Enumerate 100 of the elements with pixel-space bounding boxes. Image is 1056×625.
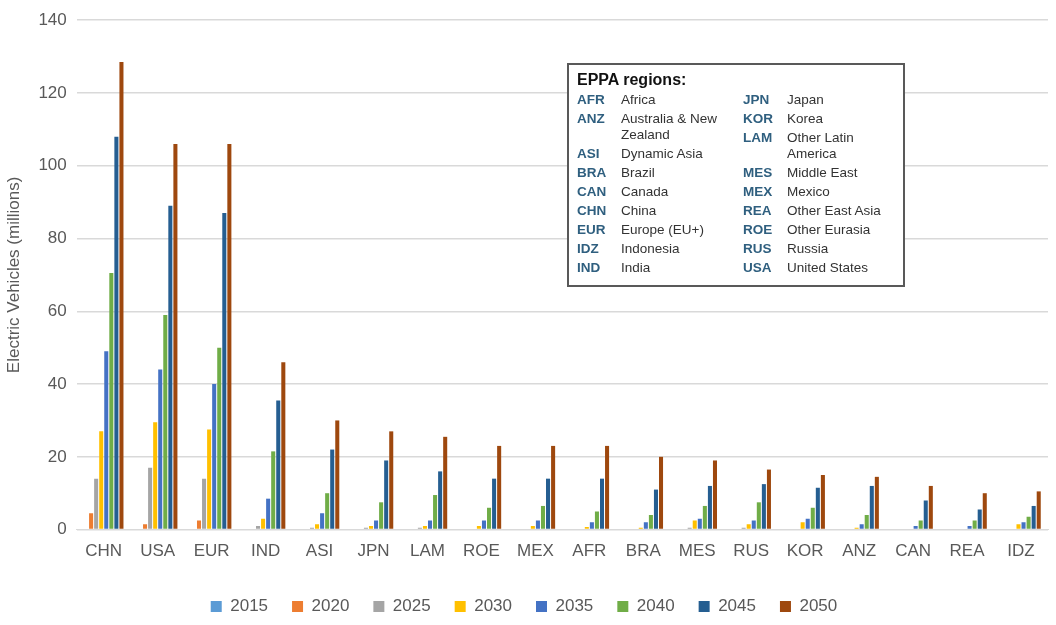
- bar: [427, 520, 433, 529]
- bar: [276, 400, 281, 529]
- bar: [551, 445, 556, 529]
- bar: [443, 436, 448, 529]
- bar: [546, 478, 551, 529]
- bar: [751, 520, 756, 529]
- bar: [815, 487, 820, 529]
- y-tick-label: 100: [38, 155, 67, 175]
- bar: [820, 475, 825, 529]
- bar: [766, 469, 771, 529]
- bar: [143, 524, 148, 529]
- bar: [761, 484, 766, 529]
- x-tick-label: RUS: [733, 541, 770, 561]
- bar: [227, 143, 232, 529]
- legend-label: 2035: [555, 596, 594, 616]
- x-tick-label: MEX: [516, 541, 554, 561]
- bar: [168, 205, 173, 529]
- bar: [599, 478, 605, 529]
- bar: [330, 449, 335, 529]
- annotation: EPPA regions:: [577, 71, 688, 89]
- bar: [379, 502, 384, 529]
- bar: [374, 520, 379, 529]
- x-tick-label: JPN: [357, 541, 390, 561]
- legend-label: 2045: [718, 596, 756, 616]
- text: IDZ Indonesia: [577, 241, 680, 256]
- bar: [207, 429, 212, 529]
- bar: [605, 445, 610, 529]
- bar: [261, 518, 266, 529]
- bar: [972, 520, 977, 529]
- annotation: CHN China: [577, 203, 658, 219]
- bar: [702, 505, 707, 529]
- bar: [913, 525, 918, 529]
- bar: [810, 507, 815, 529]
- text: JPN Japan: [743, 92, 824, 107]
- bar: [800, 522, 805, 529]
- legend-label: 2030: [474, 596, 513, 616]
- bar: [384, 460, 389, 529]
- text: ANZ Australia & New Zealand: [577, 111, 718, 142]
- bar: [163, 314, 168, 529]
- bar: [202, 478, 207, 529]
- x-tick-label: KOR: [786, 541, 824, 561]
- annotation: KOR Korea: [743, 111, 825, 127]
- bar: [217, 347, 222, 529]
- bar: [805, 518, 810, 529]
- x-tick-label: CHN: [85, 541, 123, 561]
- y-tick-label: 60: [47, 300, 67, 320]
- bar: [653, 489, 658, 529]
- bar: [119, 62, 124, 529]
- bar: [859, 524, 864, 529]
- bar: [325, 493, 330, 529]
- bar: [874, 476, 879, 529]
- text: IND India: [577, 260, 651, 275]
- bar: [869, 485, 874, 529]
- text: AFR Africa: [577, 92, 656, 107]
- x-tick-label: USA: [140, 541, 176, 561]
- legend-label: 2050: [799, 596, 838, 616]
- annotation: EUR Europe (EU+): [577, 222, 705, 238]
- bar: [535, 520, 540, 529]
- x-tick-label: CAN: [895, 541, 932, 561]
- bar: [692, 520, 697, 529]
- y-tick-label: 140: [38, 9, 67, 29]
- bar: [476, 525, 481, 529]
- annotation: RUS Russia: [743, 241, 830, 257]
- bar: [746, 524, 751, 529]
- bar: [94, 478, 99, 529]
- bar: [196, 520, 202, 529]
- annotation: USA United States: [743, 260, 870, 276]
- x-tick-label: ROE: [463, 541, 500, 561]
- bar: [212, 384, 217, 529]
- legend-label: 2020: [311, 596, 350, 616]
- bar: [918, 520, 923, 529]
- bar: [99, 431, 104, 529]
- legend-label: 2015: [230, 596, 269, 616]
- bar: [173, 143, 178, 529]
- bar: [89, 513, 94, 529]
- bar: [389, 431, 394, 529]
- bar: [368, 525, 374, 529]
- bar: [1036, 491, 1041, 529]
- bar: [1026, 516, 1031, 529]
- annotation: BRA Brazil: [577, 165, 656, 181]
- bar: [982, 493, 987, 529]
- y-tick-label: 20: [47, 446, 67, 466]
- y-tick-label: 0: [57, 519, 67, 539]
- bar: [967, 525, 972, 529]
- bar: [923, 500, 928, 529]
- x-tick-label: IDZ: [1007, 541, 1035, 561]
- bar: [1021, 522, 1026, 529]
- x-tick-label: EUR: [193, 541, 230, 561]
- bar: [697, 518, 702, 529]
- bar: [530, 525, 535, 529]
- bar: [433, 495, 438, 529]
- bar: [104, 351, 109, 529]
- x-tick-label: LAM: [410, 541, 445, 561]
- bar: [320, 513, 325, 529]
- bar: [928, 485, 933, 529]
- bar: [266, 498, 271, 529]
- x-tick-label: REA: [949, 541, 986, 561]
- legend-label: 2025: [392, 596, 431, 616]
- bar: [222, 213, 227, 529]
- bar: [1016, 524, 1021, 529]
